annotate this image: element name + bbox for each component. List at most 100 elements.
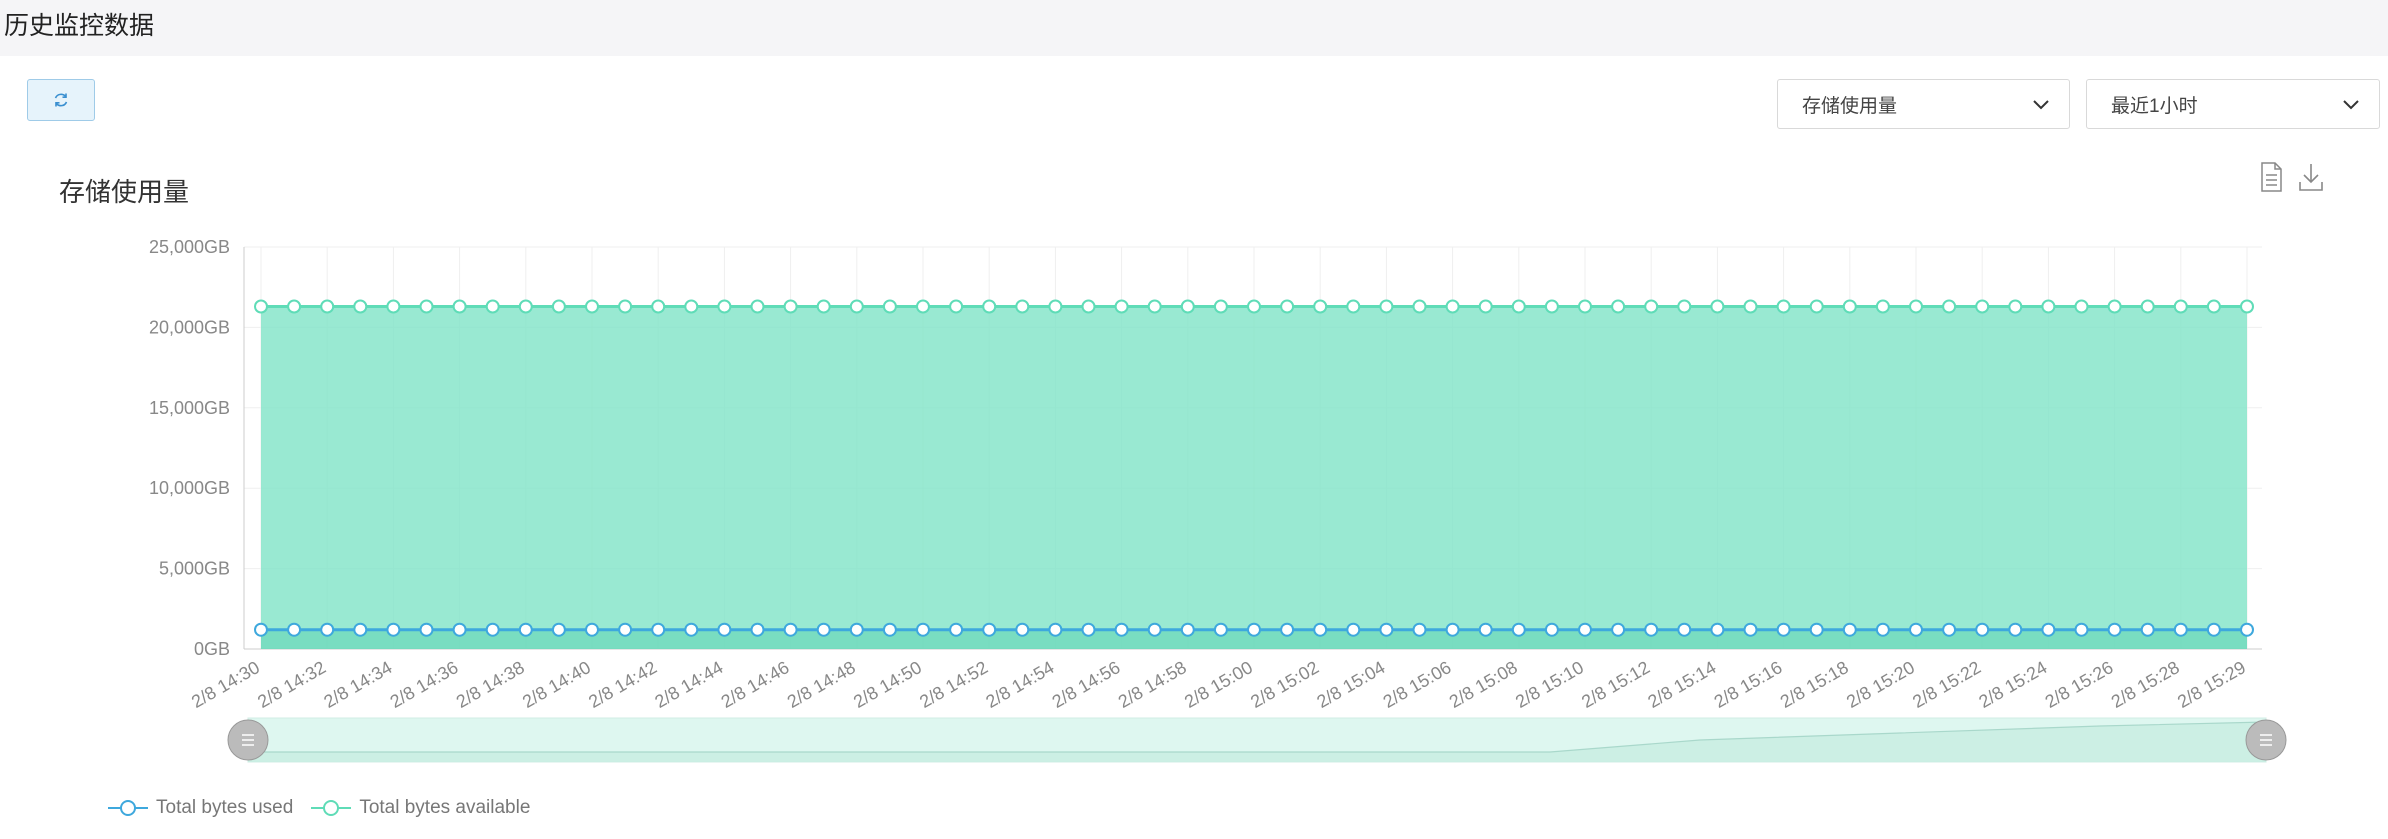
chevron-down-icon <box>2343 100 2359 110</box>
point-total-bytes-used <box>1247 622 1261 637</box>
point-total-bytes-used <box>1313 622 1328 637</box>
point-total-bytes-available <box>1280 299 1295 314</box>
point-total-bytes-used <box>882 622 897 637</box>
point-total-bytes-used <box>353 622 368 637</box>
x-tick-label: 2/8 14:46 <box>718 657 793 712</box>
area-total-bytes-available <box>261 306 2247 649</box>
point-total-bytes-available <box>1015 299 1030 314</box>
x-tick-label: 2/8 15:08 <box>1446 657 1521 712</box>
x-tick-label: 2/8 14:48 <box>784 657 859 712</box>
legend-item-used[interactable]: Total bytes used <box>108 797 293 819</box>
point-total-bytes-available <box>287 299 302 314</box>
y-tick-label: 0GB <box>194 639 230 659</box>
x-tick-label: 2/8 15:04 <box>1313 657 1388 712</box>
legend-item-available[interactable]: Total bytes available <box>311 797 530 819</box>
point-total-bytes-available <box>2140 299 2155 314</box>
x-tick-label: 2/8 15:28 <box>2108 657 2183 712</box>
point-total-bytes-available <box>1379 299 1394 314</box>
point-total-bytes-used <box>1578 622 1592 637</box>
point-total-bytes-available <box>551 299 566 314</box>
metric-select-value: 存储使用量 <box>1802 95 1898 117</box>
x-tick-label: 2/8 15:12 <box>1578 657 1653 712</box>
point-total-bytes-available <box>2074 299 2089 314</box>
point-total-bytes-available <box>618 299 633 314</box>
point-total-bytes-available <box>684 299 699 314</box>
legend-label-used: Total bytes used <box>156 797 294 818</box>
point-total-bytes-used <box>1544 622 1559 637</box>
point-total-bytes-available <box>1180 299 1195 314</box>
refresh-icon <box>54 93 68 107</box>
point-total-bytes-used <box>1942 622 1957 637</box>
point-total-bytes-used <box>816 622 831 637</box>
point-total-bytes-available <box>1677 299 1692 314</box>
x-tick-label: 2/8 15:20 <box>1843 657 1918 712</box>
download-icon[interactable] <box>2296 160 2326 194</box>
point-total-bytes-used <box>2140 622 2155 637</box>
x-tick-label: 2/8 14:42 <box>585 657 660 712</box>
point-total-bytes-used <box>949 622 964 637</box>
metric-select[interactable]: 存储使用量 <box>1777 79 2070 129</box>
point-total-bytes-used <box>1710 622 1725 637</box>
point-total-bytes-used <box>783 622 798 637</box>
point-total-bytes-available <box>717 299 732 314</box>
point-total-bytes-used <box>2008 622 2023 637</box>
point-total-bytes-available <box>651 299 666 314</box>
point-total-bytes-available <box>1578 299 1592 314</box>
x-tick-label: 2/8 15:14 <box>1644 657 1719 712</box>
x-tick-label: 2/8 15:29 <box>2174 657 2249 712</box>
refresh-button[interactable] <box>27 79 95 121</box>
point-total-bytes-used <box>1875 622 1890 637</box>
data-zoom-preview-line <box>248 721 2267 753</box>
point-total-bytes-available <box>1313 299 1328 314</box>
x-tick-label: 2/8 14:38 <box>453 657 528 712</box>
legend-marker-available <box>311 800 352 816</box>
point-total-bytes-used <box>2074 622 2089 637</box>
point-total-bytes-used <box>2173 622 2188 637</box>
point-total-bytes-available <box>1247 299 1261 314</box>
chevron-down-icon <box>2033 100 2049 110</box>
point-total-bytes-used <box>717 622 732 637</box>
point-total-bytes-used <box>1280 622 1295 637</box>
point-total-bytes-available <box>1611 299 1626 314</box>
point-total-bytes-available <box>419 299 434 314</box>
point-total-bytes-used <box>1776 622 1791 637</box>
point-total-bytes-available <box>2041 299 2056 314</box>
point-total-bytes-available <box>585 299 599 314</box>
point-total-bytes-available <box>1213 299 1228 314</box>
point-total-bytes-available <box>1478 299 1493 314</box>
point-total-bytes-available <box>518 299 533 314</box>
point-total-bytes-used <box>1147 622 1162 637</box>
point-total-bytes-used <box>1478 622 1493 637</box>
page-title: 历史监控数据 <box>4 12 155 40</box>
point-total-bytes-used <box>518 622 533 637</box>
document-icon[interactable] <box>2256 160 2286 194</box>
point-total-bytes-used <box>1379 622 1394 637</box>
point-total-bytes-available <box>1710 299 1725 314</box>
chart-title: 存储使用量 <box>59 177 190 207</box>
point-total-bytes-used <box>651 622 666 637</box>
point-total-bytes-used <box>485 622 500 637</box>
point-total-bytes-used <box>386 622 401 637</box>
point-total-bytes-available <box>1644 299 1659 314</box>
x-tick-label: 2/8 14:36 <box>387 657 462 712</box>
point-total-bytes-available <box>1114 299 1129 314</box>
point-total-bytes-available <box>1048 299 1063 314</box>
point-total-bytes-used <box>452 622 467 637</box>
point-total-bytes-used <box>1412 622 1427 637</box>
point-total-bytes-used <box>287 622 302 637</box>
point-total-bytes-available <box>452 299 467 314</box>
point-total-bytes-available <box>2240 299 2254 314</box>
legend-label-available: Total bytes available <box>359 797 531 818</box>
point-total-bytes-used <box>2240 622 2254 637</box>
page-header: 历史监控数据 <box>0 0 2388 56</box>
x-tick-label: 2/8 15:24 <box>1975 657 2050 712</box>
y-tick-label: 20,000GB <box>149 317 230 337</box>
point-total-bytes-available <box>1544 299 1559 314</box>
point-total-bytes-available <box>916 299 930 314</box>
point-total-bytes-available <box>320 299 335 314</box>
point-total-bytes-used <box>916 622 930 637</box>
time-range-select[interactable]: 最近1小时 <box>2086 79 2380 129</box>
point-total-bytes-available <box>1875 299 1890 314</box>
x-tick-label: 2/8 15:00 <box>1181 657 1256 712</box>
point-total-bytes-available <box>254 299 268 314</box>
